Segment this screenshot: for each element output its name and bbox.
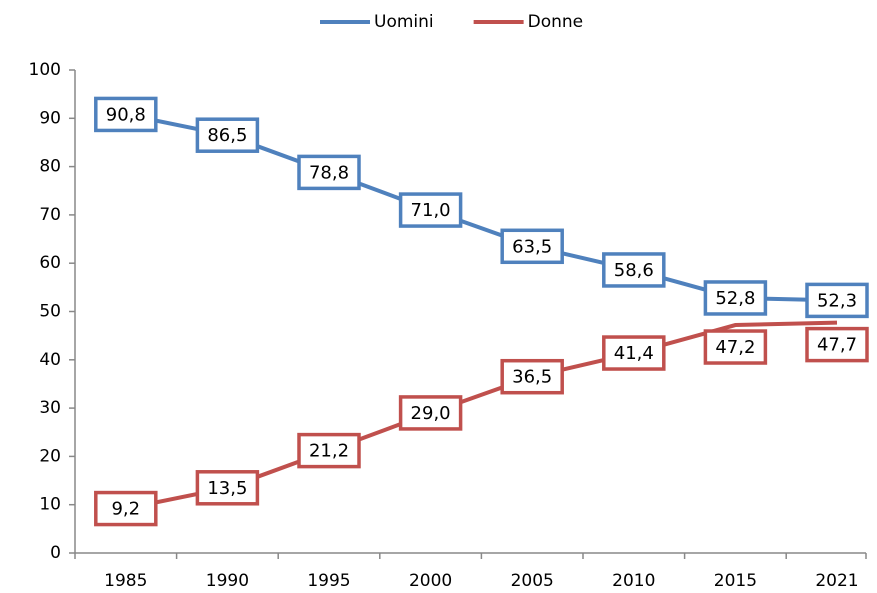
- y-tick-label: 80: [39, 157, 61, 177]
- data-label: 13,5: [207, 478, 247, 499]
- y-tick-label: 40: [39, 350, 61, 370]
- data-label-box: [195, 117, 260, 153]
- data-label: 90,8: [106, 104, 146, 125]
- data-label: 36,5: [512, 367, 552, 388]
- data-label: 52,8: [715, 288, 755, 309]
- data-label: 41,4: [614, 343, 654, 364]
- data-label: 52,3: [817, 290, 857, 311]
- x-tick-label: 1990: [206, 571, 249, 591]
- x-tick-label: 2000: [409, 571, 452, 591]
- y-tick-label: 60: [39, 253, 61, 273]
- data-label: 71,0: [411, 200, 451, 221]
- y-tick-label: 100: [29, 60, 61, 80]
- x-tick-label: 2015: [714, 571, 757, 591]
- data-label-box: [195, 470, 260, 506]
- data-label: 58,6: [614, 260, 654, 281]
- y-tick-label: 30: [39, 398, 61, 418]
- x-tick-label: 2005: [511, 571, 554, 591]
- data-label-box: [703, 329, 768, 365]
- x-tick-label: 1995: [307, 571, 350, 591]
- data-label: 29,0: [411, 403, 451, 424]
- data-label-box: [500, 358, 564, 395]
- data-label: 86,5: [207, 125, 247, 146]
- data-label-box: [805, 326, 869, 363]
- data-label-box: [94, 96, 158, 133]
- data-label-box: [602, 335, 666, 371]
- data-label-box: [297, 432, 361, 469]
- x-tick-label: 2021: [815, 571, 858, 591]
- data-label-box: [703, 280, 768, 316]
- data-label-box: [297, 154, 361, 191]
- data-label-box: [398, 395, 463, 431]
- data-label: 47,2: [715, 337, 755, 358]
- data-label: 78,8: [309, 162, 349, 183]
- data-label: 47,7: [817, 335, 857, 356]
- data-label-box: [500, 228, 564, 265]
- y-tick-label: 90: [39, 108, 61, 128]
- x-tick-label: 2010: [612, 571, 655, 591]
- data-label: 9,2: [111, 499, 140, 520]
- data-label: 63,5: [512, 236, 552, 257]
- data-label-box: [602, 252, 666, 288]
- y-tick-label: 20: [39, 446, 61, 466]
- y-tick-label: 50: [39, 302, 61, 322]
- data-label-box: [94, 490, 158, 527]
- y-tick-label: 70: [39, 205, 61, 225]
- legend-label: Donne: [528, 12, 584, 32]
- x-tick-label: 1985: [104, 571, 147, 591]
- y-tick-label: 10: [39, 495, 61, 515]
- data-label-box: [398, 192, 463, 228]
- y-tick-label: 0: [50, 543, 61, 563]
- data-label-box: [805, 282, 869, 319]
- data-label: 21,2: [309, 441, 349, 462]
- legend-label: Uomini: [374, 12, 434, 32]
